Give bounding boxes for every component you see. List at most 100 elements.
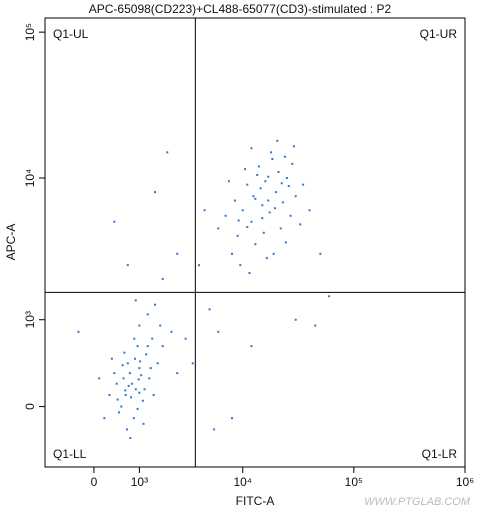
dot (154, 191, 157, 194)
dot (259, 187, 262, 190)
dot (121, 364, 124, 367)
dot (231, 417, 234, 420)
dot (161, 345, 164, 348)
dot (141, 399, 144, 402)
dot (254, 197, 257, 200)
dot (124, 393, 127, 396)
dot (302, 183, 305, 186)
dot (293, 145, 296, 148)
dot (299, 223, 302, 226)
dot (275, 191, 278, 194)
dot (231, 252, 234, 255)
dot (115, 382, 118, 385)
dot (328, 295, 331, 298)
dot (126, 362, 129, 365)
dot (261, 204, 264, 207)
dot (129, 436, 132, 439)
dot (120, 405, 123, 408)
dot (265, 257, 268, 260)
y-axis-label: APC-A (4, 224, 18, 261)
dot (146, 313, 149, 316)
dot (77, 330, 80, 333)
dot (134, 299, 137, 302)
dot (138, 391, 141, 394)
quadrant-label: Q1-LL (53, 447, 87, 461)
dot (291, 162, 294, 165)
dot (254, 243, 257, 246)
dot (103, 417, 106, 420)
dot (308, 209, 311, 212)
dot (142, 422, 145, 425)
dot (267, 175, 270, 178)
dot (217, 330, 220, 333)
dot (113, 372, 116, 375)
dot (279, 227, 282, 230)
dot (284, 241, 287, 244)
dot (314, 324, 317, 327)
dot (170, 330, 173, 333)
dot (217, 227, 220, 230)
quadrant-label: Q1-UL (53, 27, 89, 41)
dot (133, 357, 136, 360)
dot (98, 377, 101, 380)
dot (134, 388, 137, 391)
dot (152, 393, 155, 396)
watermark: WWW.PTGLAB.COM (364, 496, 471, 508)
quadrant-label: Q1-UR (420, 27, 458, 41)
dot (233, 199, 236, 202)
dot (159, 324, 162, 327)
x-tick-label: 10³ (131, 475, 148, 489)
dot (138, 367, 141, 370)
dot (203, 209, 206, 212)
dot (118, 411, 121, 414)
dot (148, 377, 151, 380)
dot (244, 168, 247, 171)
dot (176, 252, 179, 255)
dot (136, 345, 139, 348)
dot (287, 185, 290, 188)
dot (122, 377, 125, 380)
dot (285, 176, 288, 179)
dot (139, 360, 142, 363)
dot (283, 155, 286, 158)
dot (246, 226, 249, 229)
dot (248, 272, 251, 275)
dot (277, 170, 280, 173)
dot (272, 252, 275, 255)
dot (146, 345, 149, 348)
dot (280, 182, 283, 185)
dot (145, 353, 148, 356)
dot (246, 183, 249, 186)
dot (116, 398, 119, 401)
dot (108, 393, 111, 396)
x-tick-label: 0 (91, 475, 98, 489)
x-tick-label: 10⁵ (345, 475, 363, 489)
dot (262, 231, 265, 234)
y-tick-label: 10³ (23, 311, 37, 328)
dot (250, 147, 253, 150)
dot (294, 318, 297, 321)
dot (149, 367, 152, 370)
dot (133, 337, 136, 340)
dot (128, 372, 131, 375)
dot (250, 220, 253, 223)
dot (130, 382, 133, 385)
quadrant-label: Q1-LR (422, 447, 458, 461)
dot (256, 173, 259, 176)
y-tick-label: 10⁴ (23, 169, 37, 188)
dot (191, 362, 194, 365)
dot (273, 207, 276, 210)
dot (239, 264, 242, 267)
dot (143, 388, 146, 391)
dot (125, 428, 128, 431)
x-tick-label: 10⁴ (233, 475, 252, 489)
dot (176, 372, 179, 375)
dot (126, 264, 129, 267)
dot (184, 337, 187, 340)
dot (113, 220, 116, 223)
dot (136, 407, 139, 410)
dot (127, 384, 130, 387)
dot (237, 219, 240, 222)
dot (138, 324, 141, 327)
